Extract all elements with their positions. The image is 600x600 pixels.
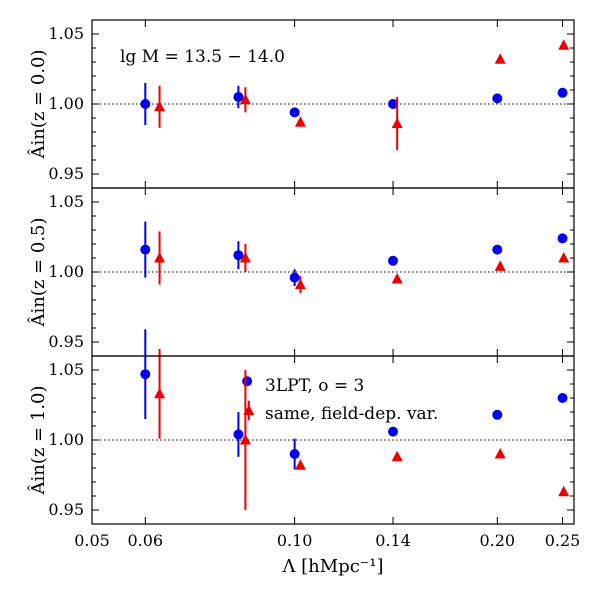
panel-annotation: lg M = 13.5 − 14.0 bbox=[120, 47, 285, 67]
data-point-circle bbox=[388, 426, 399, 437]
y-tick-label: 0.95 bbox=[48, 164, 84, 183]
x-tick-label: 0.06 bbox=[127, 531, 163, 550]
data-point-circle bbox=[289, 449, 300, 459]
data-point-triangle bbox=[558, 485, 570, 497]
data-point-circle bbox=[557, 87, 568, 98]
data-point-triangle bbox=[494, 448, 506, 459]
data-point-triangle bbox=[294, 116, 306, 127]
y-axis-label: Âin(z = 0.0) bbox=[26, 49, 49, 159]
series-triangles bbox=[154, 231, 570, 293]
legend: 3LPT, o = 3 same, field-dep. var. bbox=[265, 376, 438, 424]
y-tick-label: 0.95 bbox=[48, 332, 84, 351]
data-point-circle bbox=[388, 255, 399, 266]
y-tick-label: 0.95 bbox=[48, 500, 84, 519]
panel-2: 0.95 1.00 1.05 Âin(z = 0.5) bbox=[26, 187, 575, 357]
x-tick-label: 0.14 bbox=[375, 531, 411, 550]
data-point-triangle bbox=[558, 39, 570, 50]
series-circles bbox=[140, 221, 568, 286]
data-point-circle bbox=[388, 99, 399, 109]
x-tick-label: 0.10 bbox=[277, 531, 313, 550]
panel-1: 0.95 1.00 1.05 Âin(z = 0.0) lg M = 13.5 − 14… bbox=[26, 19, 575, 189]
data-point-circle bbox=[140, 244, 151, 255]
panel-3: 0.95 1.00 1.05 Âin(z = 1.0) bbox=[26, 329, 575, 525]
data-point-triangle bbox=[154, 387, 166, 399]
x-tick-label: 0.05 bbox=[74, 531, 110, 550]
data-point-triangle bbox=[239, 434, 251, 445]
data-point-triangle bbox=[558, 252, 570, 263]
data-point-triangle bbox=[239, 93, 251, 105]
series-circles bbox=[140, 329, 568, 470]
legend-label: same, field-dep. var. bbox=[265, 404, 438, 424]
y-tick-label: 1.05 bbox=[48, 192, 84, 211]
data-point-circle bbox=[233, 250, 244, 261]
x-axis-label: Λ [hMpc⁻¹] bbox=[281, 556, 383, 577]
series-triangles bbox=[154, 349, 570, 510]
data-point-triangle bbox=[494, 260, 506, 271]
x-tick-label: 0.20 bbox=[479, 531, 515, 550]
data-point-triangle bbox=[294, 459, 306, 470]
data-point-circle bbox=[492, 93, 503, 104]
data-point-circle bbox=[140, 369, 151, 380]
series-triangles bbox=[154, 39, 570, 151]
data-point-triangle bbox=[239, 252, 251, 263]
data-point-triangle bbox=[243, 404, 255, 416]
data-point-circle bbox=[492, 244, 503, 255]
y-axis-label: Âin(z = 0.5) bbox=[26, 217, 49, 327]
series-circles bbox=[140, 83, 568, 125]
data-point-triangle bbox=[391, 117, 403, 129]
legend-label: 3LPT, o = 3 bbox=[265, 376, 364, 396]
y-tick-label: 1.00 bbox=[48, 94, 84, 113]
data-point-triangle bbox=[294, 278, 306, 290]
data-point-triangle bbox=[154, 100, 166, 112]
data-point-triangle bbox=[391, 450, 403, 462]
data-point-triangle bbox=[391, 273, 403, 284]
data-point-circle bbox=[233, 429, 244, 440]
data-point-triangle bbox=[494, 53, 506, 64]
data-point-triangle bbox=[154, 252, 166, 263]
x-tick-label: 0.25 bbox=[545, 531, 581, 550]
data-point-circle bbox=[492, 409, 503, 420]
y-tick-label: 1.05 bbox=[48, 360, 84, 379]
y-axis-label: Âin(z = 1.0) bbox=[26, 385, 49, 495]
data-point-circle bbox=[233, 92, 244, 102]
data-point-circle bbox=[289, 272, 300, 283]
y-tick-label: 1.05 bbox=[48, 24, 84, 43]
data-point-circle bbox=[242, 376, 253, 387]
y-tick-label: 1.00 bbox=[48, 262, 84, 281]
y-tick-label: 1.00 bbox=[48, 430, 84, 449]
data-point-circle bbox=[557, 393, 568, 403]
data-point-circle bbox=[289, 107, 300, 118]
data-point-circle bbox=[140, 99, 151, 109]
panel-frame bbox=[91, 355, 575, 525]
data-point-circle bbox=[557, 233, 568, 244]
